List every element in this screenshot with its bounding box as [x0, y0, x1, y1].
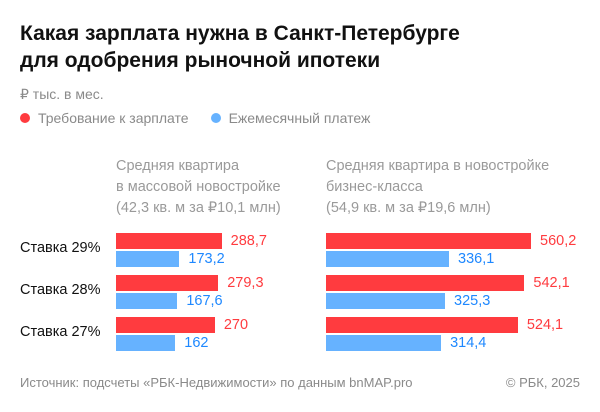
- bar-payment: [326, 292, 446, 309]
- panel-title-line: (42,3 кв. м за ₽10,1 млн): [116, 200, 281, 216]
- panel-title-line: бизнес-класса: [326, 179, 423, 195]
- value-label-payment: 173,2: [188, 250, 225, 267]
- legend: Требование к зарплате Ежемесячный платеж: [20, 110, 370, 126]
- value-label-requirement: 560,2: [540, 233, 577, 249]
- legend-swatch-requirement: [20, 113, 30, 123]
- units-label: ₽ тыс. в мес.: [20, 86, 104, 102]
- source-note: Источник: подсчеты «РБК-Недвижимости» по…: [20, 375, 413, 390]
- bar-payment: [116, 250, 180, 267]
- legend-item-requirement: Требование к зарплате: [20, 110, 189, 126]
- row-label: Ставка 29%: [20, 240, 101, 256]
- title-line-2: для одобрения рыночной ипотеки: [20, 49, 381, 72]
- value-label-requirement: 270: [223, 317, 249, 333]
- legend-swatch-payment: [210, 113, 221, 123]
- panel-title-line: (54,9 кв. м за ₽19,6 млн): [326, 200, 491, 216]
- bar-requirement: [116, 317, 215, 333]
- bar-requirement: [326, 233, 532, 249]
- value-label-payment: 162: [184, 334, 209, 351]
- value-label-payment: 167,6: [186, 292, 223, 309]
- legend-label-requirement: Требование к зарплате: [38, 110, 189, 126]
- value-label-payment: 336,1: [458, 250, 495, 267]
- bar-requirement: [116, 233, 222, 249]
- bar-payment: [116, 334, 176, 351]
- bar-requirement: [326, 275, 525, 291]
- bar-payment: [326, 334, 442, 351]
- legend-item-payment: Ежемесячный платеж: [210, 110, 371, 126]
- bar-payment: [326, 250, 449, 267]
- value-label-payment: 325,3: [454, 292, 491, 309]
- copyright: © РБК, 2025: [505, 375, 580, 390]
- panel-title-business: Средняя квартира в новостройке бизнес-кл…: [326, 156, 549, 219]
- value-label-payment: 314,4: [450, 334, 487, 351]
- panel-title-mass: Средняя квартира в массовой новостройке …: [116, 156, 281, 219]
- bar-requirement: [326, 317, 518, 333]
- panel-title-line: в массовой новостройке: [116, 179, 281, 195]
- bar-requirement: [116, 275, 219, 291]
- chart-title: Какая зарплата нужна в Санкт-Петербурге …: [20, 20, 590, 74]
- row-label: Ставка 28%: [20, 282, 101, 298]
- panel-title-line: Средняя квартира в новостройке: [326, 158, 550, 174]
- value-label-requirement: 524,1: [526, 317, 564, 333]
- value-label-requirement: 279,3: [227, 275, 264, 291]
- title-line-1: Какая зарплата нужна в Санкт-Петербурге: [20, 22, 460, 45]
- legend-label-payment: Ежемесячный платеж: [228, 110, 371, 126]
- row-label: Ставка 27%: [20, 324, 101, 340]
- value-label-requirement: 542,1: [533, 275, 570, 291]
- value-label-requirement: 288,7: [230, 233, 267, 249]
- panel-title-line: Средняя квартира: [116, 158, 240, 174]
- bar-payment: [116, 292, 178, 309]
